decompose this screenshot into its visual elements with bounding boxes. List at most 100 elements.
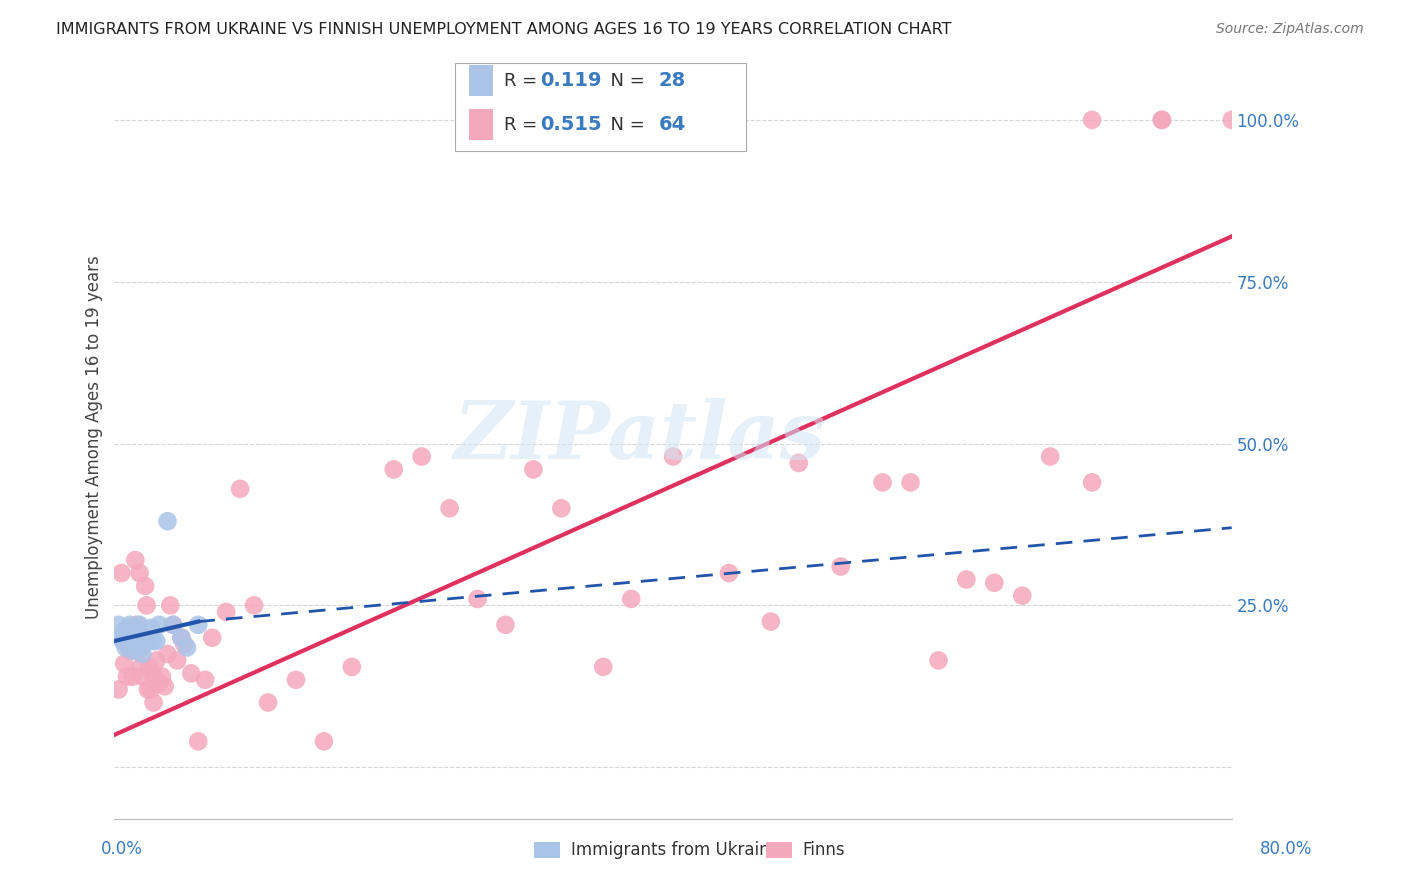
Point <box>117 634 139 648</box>
Text: 0.0%: 0.0% <box>101 840 143 858</box>
Y-axis label: Unemployment Among Ages 16 to 19 years: Unemployment Among Ages 16 to 19 years <box>86 255 103 619</box>
Point <box>107 617 129 632</box>
Point <box>830 559 852 574</box>
Point <box>1081 112 1104 127</box>
Text: 28: 28 <box>658 71 686 90</box>
Point <box>194 673 217 687</box>
Point <box>495 617 517 632</box>
Point <box>1150 112 1173 127</box>
Point <box>927 653 949 667</box>
Point <box>127 643 149 657</box>
Point <box>522 462 544 476</box>
Point <box>1039 450 1062 464</box>
Point <box>145 634 167 648</box>
Point <box>110 566 132 580</box>
Point <box>620 591 643 606</box>
Point <box>145 653 167 667</box>
Point <box>162 617 184 632</box>
Point <box>257 696 280 710</box>
Point <box>170 631 193 645</box>
Point <box>134 579 156 593</box>
Text: 0.119: 0.119 <box>540 71 602 90</box>
Point <box>156 514 179 528</box>
Point <box>120 637 142 651</box>
Point <box>170 631 193 645</box>
Point <box>550 112 572 127</box>
Point <box>121 643 143 657</box>
Point <box>340 660 363 674</box>
Point <box>759 615 782 629</box>
Point <box>787 456 810 470</box>
Point <box>125 631 148 645</box>
Point <box>118 617 141 632</box>
Point <box>550 501 572 516</box>
Text: IMMIGRANTS FROM UKRAINE VS FINNISH UNEMPLOYMENT AMONG AGES 16 TO 19 YEARS CORREL: IMMIGRANTS FROM UKRAINE VS FINNISH UNEMP… <box>56 22 952 37</box>
Point <box>1150 112 1173 127</box>
Text: R =: R = <box>505 115 543 134</box>
Point <box>1011 589 1033 603</box>
Point <box>156 647 179 661</box>
Text: 64: 64 <box>658 115 686 134</box>
Text: Finns: Finns <box>803 841 845 859</box>
Point <box>717 566 740 580</box>
Point <box>128 566 150 580</box>
Point <box>180 666 202 681</box>
Point <box>136 682 159 697</box>
Point <box>142 634 165 648</box>
Point <box>162 617 184 632</box>
FancyBboxPatch shape <box>456 62 745 151</box>
Point <box>115 621 138 635</box>
Point <box>112 657 135 671</box>
Point <box>662 450 685 464</box>
Point <box>201 631 224 645</box>
Point <box>872 475 894 490</box>
Point <box>955 573 977 587</box>
Point <box>139 621 162 635</box>
Point <box>439 501 461 516</box>
Point <box>148 676 170 690</box>
Point <box>900 475 922 490</box>
Point <box>382 462 405 476</box>
Point <box>150 670 173 684</box>
Point <box>229 482 252 496</box>
Point <box>118 643 141 657</box>
Point <box>578 112 600 127</box>
Point <box>142 696 165 710</box>
Bar <box>468 109 494 140</box>
Point <box>592 660 614 674</box>
Point <box>138 660 160 674</box>
Text: Immigrants from Ukraine: Immigrants from Ukraine <box>571 841 780 859</box>
Point <box>131 647 153 661</box>
Point <box>122 627 145 641</box>
Point <box>131 670 153 684</box>
Point <box>1220 112 1243 127</box>
Point <box>115 670 138 684</box>
Text: Source: ZipAtlas.com: Source: ZipAtlas.com <box>1216 22 1364 37</box>
Point <box>285 673 308 687</box>
Point <box>166 653 188 667</box>
Text: N =: N = <box>599 115 651 134</box>
Text: R =: R = <box>505 71 543 89</box>
Point <box>187 617 209 632</box>
Point <box>215 605 238 619</box>
Point <box>111 634 134 648</box>
Point <box>128 617 150 632</box>
Point <box>139 682 162 697</box>
Bar <box>468 65 494 95</box>
Point <box>114 640 136 655</box>
Point <box>121 670 143 684</box>
Point <box>112 624 135 639</box>
Point <box>127 637 149 651</box>
Text: ZIPatlas: ZIPatlas <box>454 399 825 475</box>
Point <box>110 631 132 645</box>
Point <box>124 621 146 635</box>
Point <box>148 617 170 632</box>
Point <box>134 631 156 645</box>
Point <box>173 637 195 651</box>
Point <box>1081 475 1104 490</box>
Point <box>312 734 335 748</box>
Point <box>135 599 157 613</box>
Point <box>129 640 152 655</box>
Point <box>125 617 148 632</box>
Point <box>124 553 146 567</box>
